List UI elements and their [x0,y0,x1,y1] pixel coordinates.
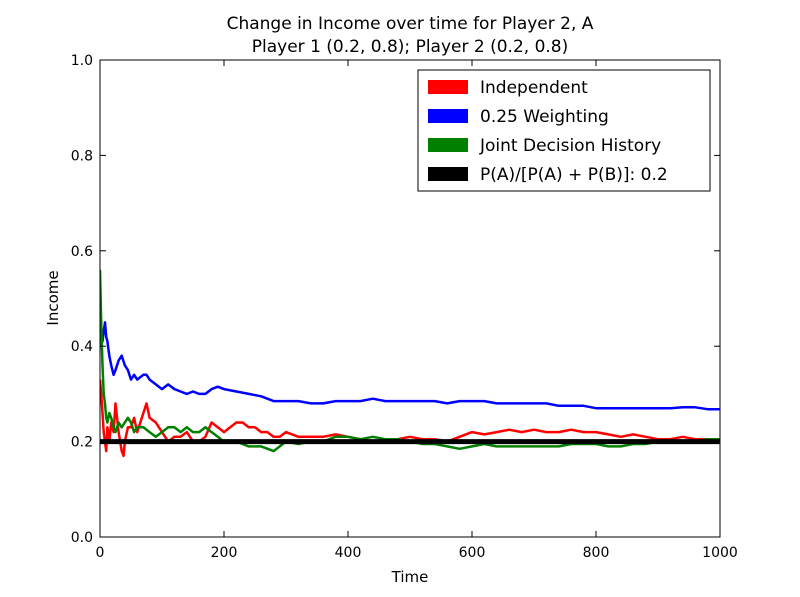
plot-frame [99,59,721,538]
y-tick-label: 0.0 [71,530,93,546]
series-line-1 [100,379,720,458]
chart-subtitle: Player 1 (0.2, 0.8); Player 2 (0.2, 0.8) [252,37,568,57]
chart-title: Change in Income over time for Player 2,… [227,14,594,34]
legend-swatch [428,138,468,152]
legend-swatch [428,167,468,181]
x-tick-label: 1000 [702,545,738,561]
legend-label: Joint Decision History [479,136,661,156]
legend-label: Independent [480,78,588,98]
x-axis-label: Time [391,568,429,586]
y-tick-label: 0.8 [71,148,93,164]
x-tick-label: 0 [96,545,105,561]
legend-swatch [428,109,468,123]
series-layer [100,269,720,458]
legend-swatch [428,80,468,94]
series-line-2 [100,298,720,411]
x-tick-label: 800 [583,545,610,561]
y-axis-label: Income [44,270,62,325]
x-tick-label: 400 [335,545,362,561]
legend-label: 0.25 Weighting [480,107,609,127]
y-tick-label: 0.6 [71,244,93,260]
y-tick-label: 1.0 [71,53,93,69]
legend: Independent 0.25 Weighting Joint Decision … [417,69,711,192]
y-tick-label: 0.2 [71,435,93,451]
legend-label: P(A)/[P(A) + P(B)]: 0.2 [480,165,668,185]
ticks-layer: 0 200 400 600 800 1000 0.0 0.2 0.4 0.6 0.8 1.0 [71,53,738,561]
y-tick-label: 0.4 [71,339,93,355]
x-tick-label: 200 [211,545,238,561]
x-tick-label: 600 [459,545,486,561]
